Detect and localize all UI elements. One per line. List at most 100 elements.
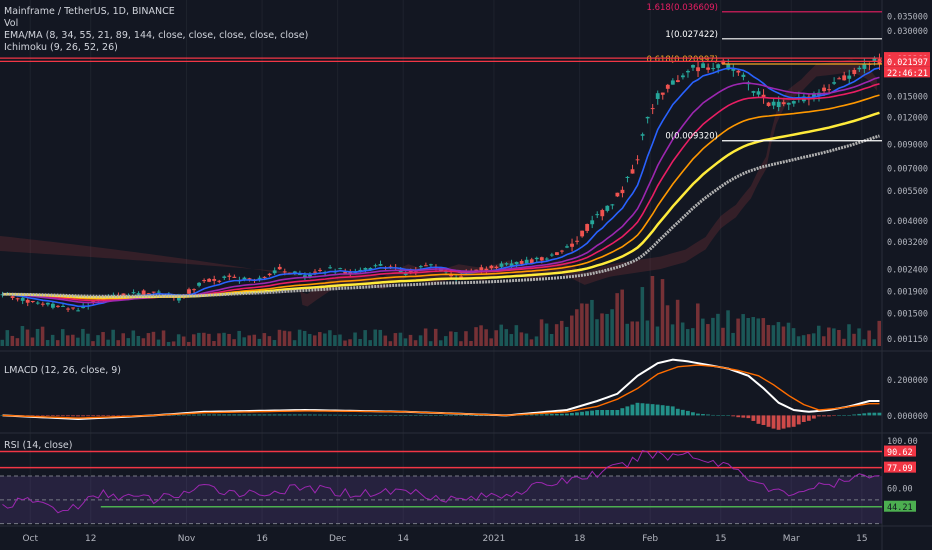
volume-bar <box>106 339 110 346</box>
candle-body <box>474 269 479 271</box>
volume-bar <box>262 333 267 346</box>
price-axis-label[interactable]: 0.035000 <box>887 12 928 22</box>
volume-bar <box>328 330 332 346</box>
rsi-axis-label[interactable]: 100.00 <box>887 437 918 447</box>
candle-body <box>766 102 771 106</box>
macd-histogram-bar <box>242 414 247 416</box>
volume-bar <box>756 318 761 346</box>
macd-histogram-bar <box>207 414 211 416</box>
rsi-pane[interactable]: 100.0090.62 77.09 60.00 44.21 <box>0 437 918 525</box>
price-axis-label[interactable]: 0.004000 <box>887 217 928 227</box>
candle-body <box>630 169 635 174</box>
fibonacci-levels[interactable]: 1.618(0.036609) 1(0.027422) 0.618(0.020997… <box>0 3 882 142</box>
macd-histogram-bar <box>333 414 337 416</box>
macd-histogram-bar <box>60 415 65 417</box>
price-axis-label[interactable]: 0.009000 <box>887 141 928 151</box>
candle-body <box>257 277 262 279</box>
candle-body <box>202 280 207 282</box>
volume-bar <box>307 333 312 346</box>
time-axis[interactable]: Oct 12 Nov 16 Dec 14 2021 18 Feb 15 Mar 15 <box>22 534 867 544</box>
candle-body <box>590 220 595 225</box>
price-axis-label[interactable]: 0.007000 <box>887 164 928 174</box>
rsi-axis-badge <box>884 445 916 457</box>
volume-bar <box>600 313 604 346</box>
time-axis-label[interactable]: 16 <box>256 534 268 544</box>
macd-histogram-bar <box>847 415 852 416</box>
volume-bar <box>60 329 65 346</box>
macd-axis-label[interactable]: 0.200000 <box>887 376 928 386</box>
macd-histogram-bar <box>328 414 332 416</box>
rsi-axis-label[interactable]: 60.00 <box>887 484 913 494</box>
volume-bar <box>227 333 231 346</box>
volume-bar <box>761 318 766 346</box>
macd-histogram-bar <box>116 415 121 416</box>
price-axis-label[interactable]: 0.001500 <box>887 310 928 320</box>
candle-body <box>121 293 126 296</box>
price-axis-label[interactable]: 0.015000 <box>887 92 928 102</box>
volume-bar <box>484 329 488 346</box>
time-axis-label[interactable]: Mar <box>783 534 800 544</box>
candle-body <box>625 176 630 178</box>
time-axis-label[interactable]: Dec <box>329 534 346 544</box>
candle-body <box>297 274 302 276</box>
price-axis-label[interactable]: 0.012000 <box>887 113 928 123</box>
macd-histogram-bar <box>736 415 741 418</box>
time-axis-label[interactable]: 15 <box>856 534 867 544</box>
time-axis-label[interactable]: 18 <box>574 534 586 544</box>
time-axis-label[interactable]: Feb <box>642 534 658 544</box>
volume-bar <box>312 335 317 346</box>
macd-axis-label[interactable]: 0.000000 <box>887 412 928 422</box>
price-axis-label[interactable]: 0.005500 <box>887 187 928 197</box>
candle-body <box>343 271 348 274</box>
candle-body <box>771 101 776 106</box>
candle-body <box>570 243 574 247</box>
price-axis-label[interactable]: 0.021597 <box>887 58 928 68</box>
volume-bar <box>111 329 115 346</box>
price-axis-label[interactable]: 0.001150 <box>887 335 928 345</box>
volume-bar <box>867 330 871 346</box>
price-axis-label[interactable]: 22:46:21 <box>887 69 928 79</box>
candle-body <box>242 277 247 280</box>
volume-bar <box>822 336 826 346</box>
candle-body <box>822 87 826 92</box>
volume-bar <box>816 325 821 346</box>
volume-bar <box>242 337 246 346</box>
volume-bar <box>373 329 377 346</box>
macd-histogram-bar <box>595 410 600 416</box>
price-axis-label[interactable]: 0.030000 <box>887 27 928 37</box>
macd-histogram-bar <box>66 415 70 417</box>
macd-histogram-bar <box>408 415 413 416</box>
time-axis-label[interactable]: Oct <box>22 534 38 544</box>
macd-histogram-bar <box>600 410 605 416</box>
rsi-axis-label[interactable]: 77.09 <box>887 464 913 474</box>
rsi-axis-label[interactable]: 90.62 <box>887 448 913 458</box>
volume-bar <box>852 333 856 346</box>
volume-bar <box>383 335 388 346</box>
macd-histogram-bar <box>665 405 670 416</box>
time-axis-label[interactable]: 14 <box>397 534 409 544</box>
time-axis-label[interactable]: 2021 <box>482 534 505 544</box>
time-axis-label[interactable]: Nov <box>178 534 196 544</box>
macd-histogram-bar <box>635 402 640 416</box>
time-axis-label[interactable]: 15 <box>715 534 726 544</box>
volume-bar <box>832 328 836 346</box>
macd-histogram-bar <box>282 414 287 416</box>
price-axis-label[interactable]: 0.002400 <box>887 265 928 275</box>
macd-pane[interactable]: 0.200000 0.000000 <box>0 358 928 430</box>
time-axis-label[interactable]: 12 <box>85 534 96 544</box>
price-axis[interactable]: 0.0350000.0300000.0223610.02159722:46:21… <box>884 12 930 345</box>
candle-body <box>736 70 741 73</box>
volume-bar <box>590 299 594 346</box>
candle-body <box>378 264 383 266</box>
volume-bar <box>872 339 876 346</box>
volume-bar <box>338 334 342 346</box>
macd-histogram-bar <box>358 414 363 416</box>
volume-bar <box>504 329 509 346</box>
macd-histogram-bar <box>690 412 695 416</box>
price-axis-label[interactable]: 0.003200 <box>887 238 928 248</box>
ema-line <box>2 111 880 299</box>
rsi-axis-label[interactable]: 44.21 <box>887 503 913 513</box>
price-axis-label[interactable]: 0.001900 <box>887 287 928 297</box>
volume-bar <box>302 330 307 346</box>
